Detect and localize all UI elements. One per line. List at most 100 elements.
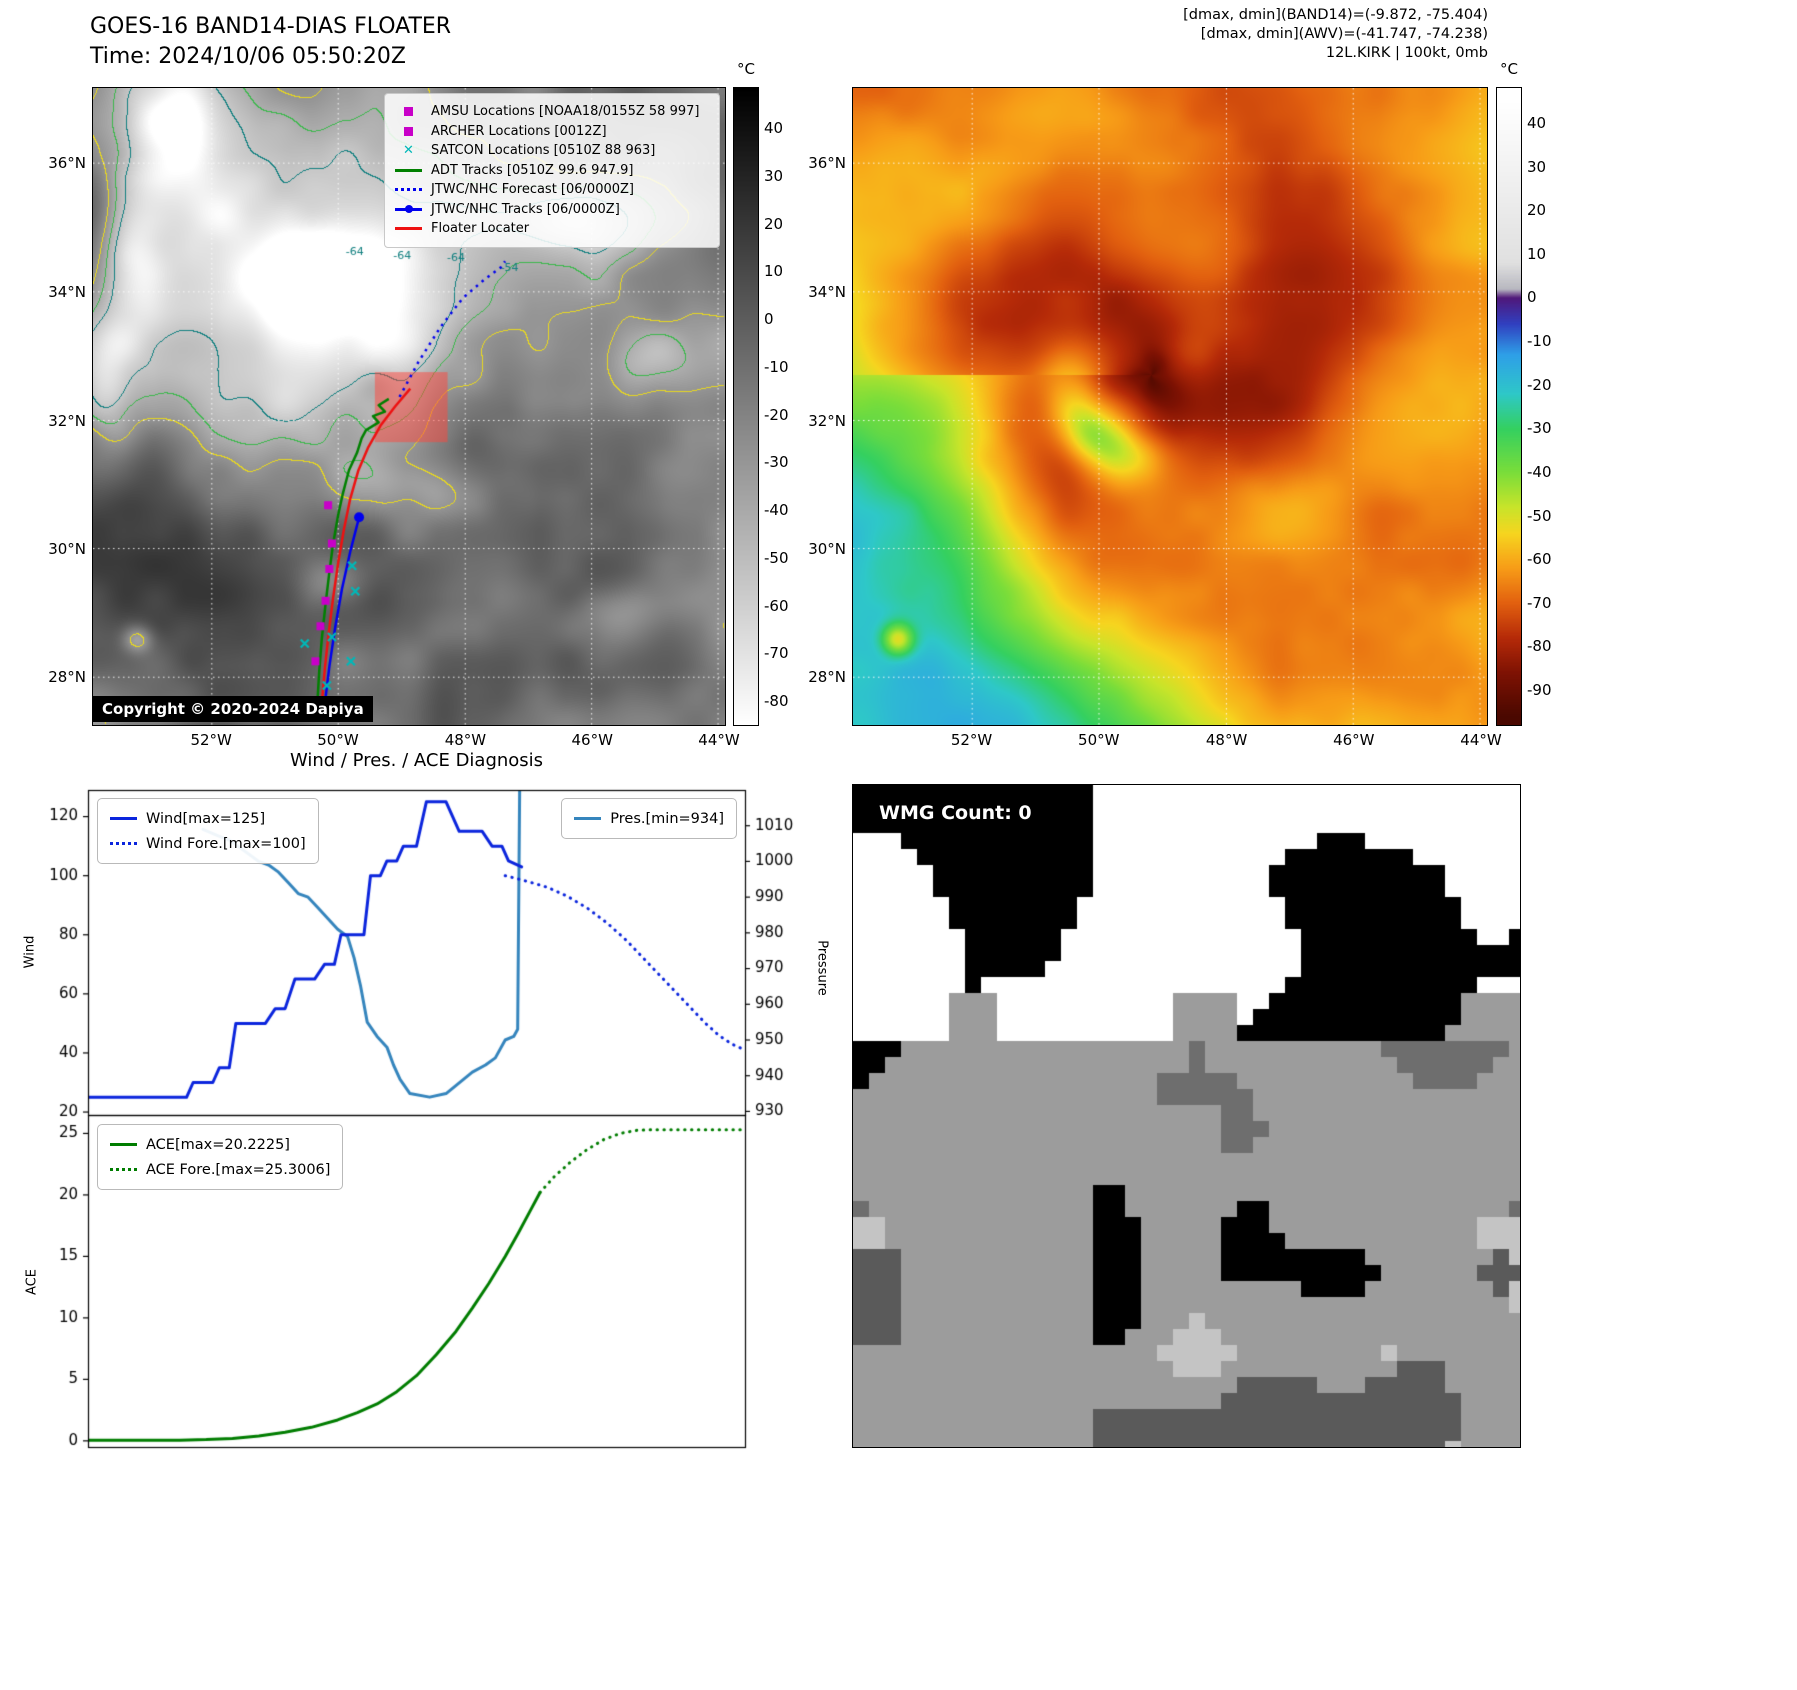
awv-header: [dmax, dmin](BAND14)=(-9.872, -75.404) [… [898, 6, 1488, 63]
legend-label: ADT Tracks [0510Z 99.6 947.9] [431, 162, 634, 178]
lon-tick-label: 46°W [1333, 731, 1375, 749]
legend-label: Floater Locater [431, 221, 530, 237]
awv-map [852, 87, 1488, 726]
dotted-marker-icon [110, 837, 137, 851]
legend-item: Wind[max=125] [110, 806, 306, 831]
colorbar-tick-label: -80 [1527, 637, 1552, 656]
band14-colorbar [733, 87, 759, 726]
lat-tick-label: 34°N [48, 282, 86, 301]
colorbar-tick-label: 0 [1527, 288, 1537, 307]
awv-header-line-2: [dmax, dmin](AWV)=(-41.747, -74.238) [1200, 26, 1488, 42]
colorbar-tick-label: -70 [764, 644, 789, 663]
band14-title: GOES-16 BAND14-DIAS FLOATER [90, 14, 452, 39]
lon-tick-label: 44°W [1460, 731, 1502, 749]
colorbar-tick-label: 30 [764, 166, 784, 185]
awv-lon-axis: 52°W 50°W 48°W 46°W 44°W [852, 731, 1502, 751]
wmg-canvas [853, 785, 1520, 1447]
awv-satellite-canvas [853, 88, 1487, 725]
colorbar-tick-label: 30 [1527, 157, 1547, 176]
line-marker-icon [110, 812, 137, 826]
lon-tick-label: 52°W [190, 731, 232, 749]
lon-tick-label: 46°W [571, 731, 613, 749]
colorbar-tick-label: -40 [1527, 462, 1552, 481]
awv-colorbar-ticks: 40 30 20 10 0 -10 -20 -30 -40 -50 -60 -70 -80 -90 [1527, 87, 1567, 726]
band14-lat-axis: 36°N 34°N 32°N 30°N 28°N [38, 88, 86, 725]
line-marker-icon [574, 812, 602, 826]
colorbar-tick-label: -30 [764, 453, 789, 472]
band14-colorbar-canvas [734, 88, 758, 725]
chart-title: Wind / Pres. / ACE Diagnosis [289, 750, 544, 771]
line-marker-icon [395, 163, 422, 177]
wmg-count-label: WMG Count: 0 [867, 797, 1044, 829]
colorbar-tick-label: -90 [1527, 681, 1552, 700]
legend-label: Wind[max=125] [146, 810, 266, 827]
square-marker-icon [395, 124, 422, 138]
colorbar-tick-label: -50 [764, 548, 789, 567]
line-marker-icon [110, 1138, 137, 1152]
colorbar-tick-label: -50 [1527, 506, 1552, 525]
colorbar-tick-label: -30 [1527, 419, 1552, 438]
legend-item: ACE[max=20.2225] [110, 1132, 330, 1157]
lat-tick-label: 32°N [808, 411, 846, 430]
legend-item: ARCHER Locations [0012Z] [395, 122, 709, 142]
colorbar-tick-label: -20 [764, 405, 789, 424]
legend-label: ARCHER Locations [0012Z] [431, 123, 607, 139]
colorbar-tick-label: -40 [764, 501, 789, 520]
legend-label: ACE[max=20.2225] [146, 1136, 290, 1153]
legend-label: SATCON Locations [0510Z 88 963] [431, 143, 656, 159]
lat-tick-label: 30°N [808, 539, 846, 558]
legend-item: Floater Locater [395, 219, 709, 239]
colorbar-tick-label: 20 [764, 214, 784, 233]
band14-map: AMSU Locations [NOAA18/0155Z 58 997] ARCH… [92, 87, 726, 726]
lat-tick-label: 30°N [48, 539, 86, 558]
legend-item: ✕ SATCON Locations [0510Z 88 963] [395, 141, 709, 161]
colorbar-tick-label: -10 [1527, 332, 1552, 351]
band14-colorbar-ticks: 40 30 20 10 0 -10 -20 -30 -40 -50 -60 -70 -80 [764, 87, 804, 726]
awv-colorbar-canvas [1497, 88, 1521, 725]
pressure-axis-label: Pressure [814, 940, 830, 996]
wind-legend: Wind[max=125] Wind Fore.[max=100] [97, 798, 319, 864]
lon-tick-label: 50°W [317, 731, 359, 749]
lon-tick-label: 48°W [444, 731, 487, 749]
lon-tick-label: 48°W [1205, 731, 1248, 749]
x-marker-icon: ✕ [403, 142, 414, 158]
legend-label: Wind Fore.[max=100] [146, 835, 306, 852]
line-marker-icon [395, 222, 422, 236]
lon-tick-label: 44°W [698, 731, 740, 749]
legend-item: JTWC/NHC Forecast [06/0000Z] [395, 180, 709, 200]
band14-lon-axis: 52°W 50°W 48°W 46°W 44°W [92, 731, 739, 751]
pressure-legend: Pres.[min=934] [561, 798, 737, 839]
colorbar-tick-label: -10 [764, 357, 789, 376]
lat-tick-label: 28°N [808, 668, 846, 687]
lat-tick-label: 28°N [48, 668, 86, 687]
colorbar-tick-label: 10 [764, 262, 784, 281]
colorbar-tick-label: -60 [1527, 550, 1552, 569]
awv-header-line-3: 12L.KIRK | 100kt, 0mb [1325, 45, 1488, 61]
colorbar-tick-label: 10 [1527, 244, 1547, 263]
legend-label: JTWC/NHC Forecast [06/0000Z] [431, 182, 634, 198]
colorbar-tick-label: -20 [1527, 375, 1552, 394]
wmg-panel: WMG Count: 0 [852, 784, 1521, 1448]
lat-tick-label: 34°N [808, 282, 846, 301]
legend-item: ADT Tracks [0510Z 99.6 947.9] [395, 161, 709, 181]
lon-tick-label: 50°W [1078, 731, 1120, 749]
band14-time-label: Time: 2024/10/06 05:50:20Z [90, 44, 406, 69]
colorbar-tick-label: -70 [1527, 593, 1552, 612]
legend-label: AMSU Locations [NOAA18/0155Z 58 997] [431, 104, 700, 120]
awv-header-line-1: [dmax, dmin](BAND14)=(-9.872, -75.404) [1183, 7, 1488, 23]
square-marker-icon [395, 105, 422, 119]
awv-lat-axis: 36°N 34°N 32°N 30°N 28°N [798, 88, 846, 725]
awv-colorbar [1496, 87, 1522, 726]
colorbar-tick-label: -80 [764, 692, 789, 711]
legend-label: ACE Fore.[max=25.3006] [146, 1161, 331, 1178]
legend-item: Pres.[min=934] [574, 806, 724, 831]
legend-label: JTWC/NHC Tracks [06/0000Z] [431, 201, 620, 217]
colorbar-tick-label: 40 [764, 119, 784, 138]
band14-map-legend: AMSU Locations [NOAA18/0155Z 58 997] ARCH… [384, 93, 720, 248]
dotted-marker-icon [110, 1163, 137, 1177]
copyright-label: Copyright © 2020-2024 Dapiya [93, 696, 373, 722]
colorbar-tick-label: -60 [764, 596, 789, 615]
line-dot-marker-icon [395, 202, 422, 216]
band14-colorbar-unit: °C [737, 60, 755, 78]
